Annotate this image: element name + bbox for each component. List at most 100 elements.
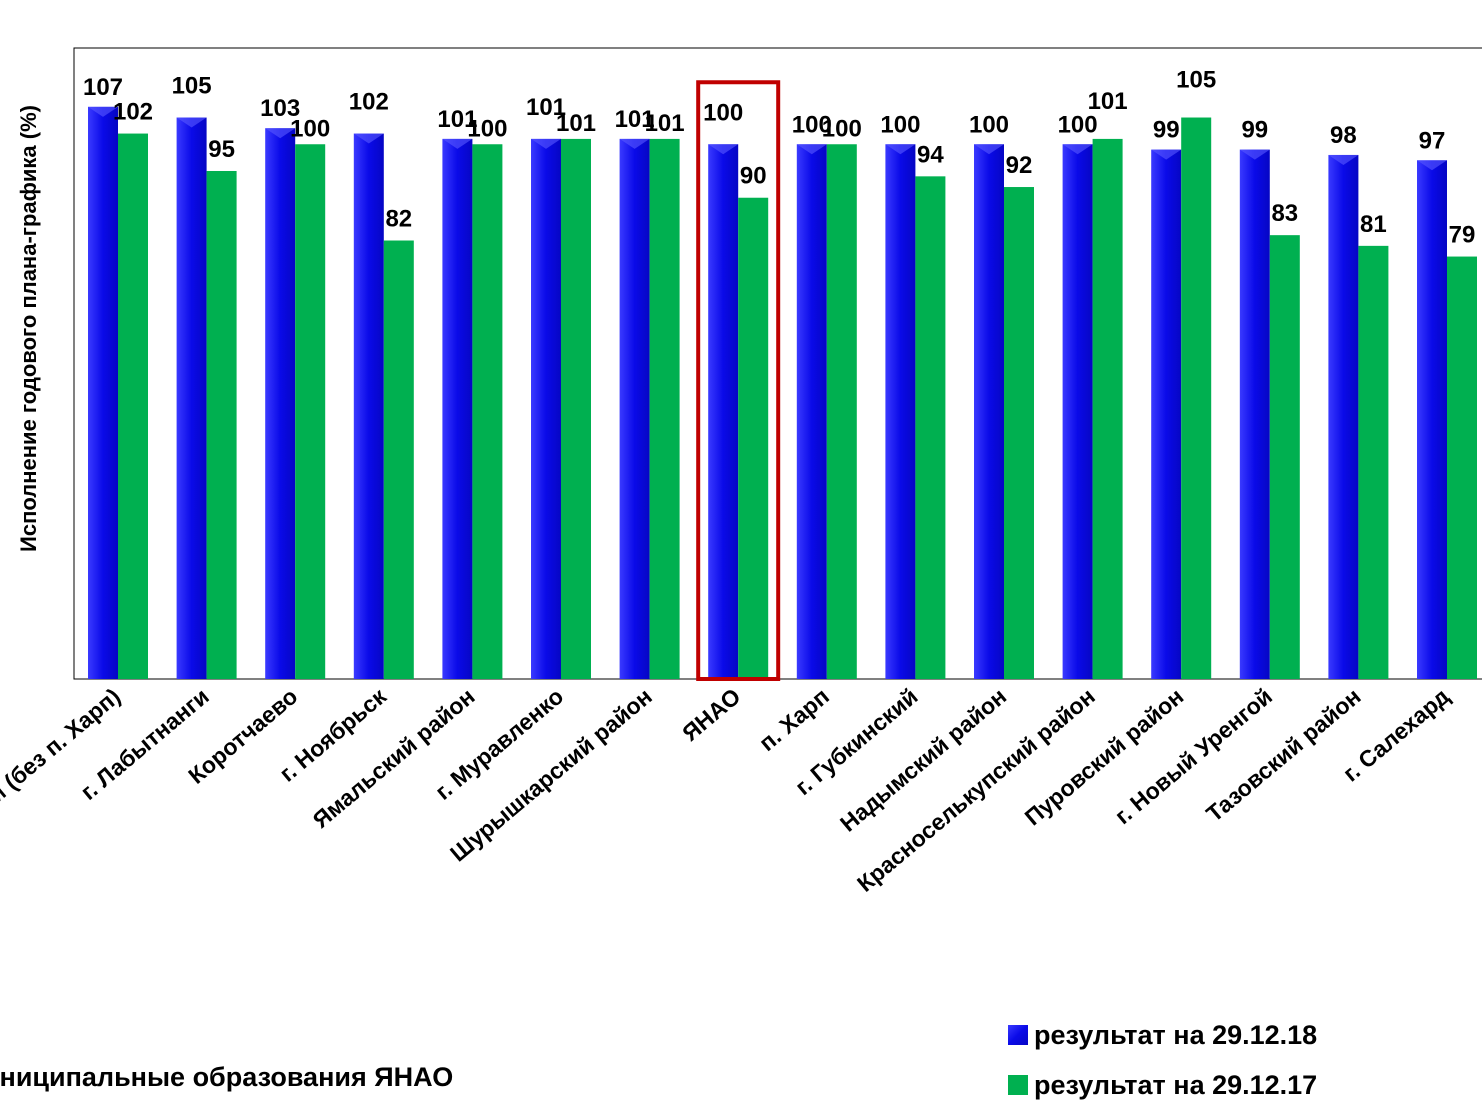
bar-2018-6: [619, 138, 650, 679]
bar-2018-cap-10: [974, 144, 1004, 155]
x-tick-label-13: г. Новый Уренгой: [1110, 683, 1277, 829]
legend-label-2017: результат на 29.12.17: [1034, 1069, 1318, 1100]
data-label-2017-13: 83: [1271, 200, 1298, 227]
bar-2018-cap-7: [708, 144, 739, 155]
bar-2017-3: [383, 240, 414, 679]
legend: результат на 29.12.18 результат на 29.12…: [1008, 1010, 1317, 1110]
data-label-2017-15: 79: [1449, 222, 1476, 249]
data-label-2018-3: 102: [349, 89, 389, 116]
highlight-group: [696, 80, 781, 682]
bar-2018-12: [1151, 149, 1182, 680]
bars-group: [88, 106, 1477, 680]
bar-2018-cap-9: [885, 144, 916, 155]
data-label-2017-14: 81: [1360, 211, 1387, 238]
bar-2018-cap-15: [1417, 160, 1447, 171]
bar-2018-10: [974, 144, 1004, 679]
x-tick-label-7: ЯНАО: [677, 683, 745, 746]
data-label-2017-2: 100: [290, 115, 330, 142]
data-label-2018-11: 100: [1058, 111, 1098, 138]
data-label-2017-3: 82: [385, 206, 412, 233]
bar-2018-cap-5: [531, 138, 561, 149]
bar-2017-14: [1358, 245, 1389, 679]
bar-2017-10: [1004, 187, 1034, 679]
bar-2018-4: [442, 138, 473, 679]
bar-2018-0: [88, 106, 118, 680]
data-label-2018-5: 101: [526, 94, 566, 121]
bar-2018-cap-14: [1328, 154, 1359, 165]
bar-2018-1: [176, 117, 207, 679]
x-tick-labels-group: г. Лабытнанги (без п. Харп)г. Лабытнанги…: [0, 683, 1455, 901]
data-label-2018-12: 99: [1153, 117, 1180, 144]
legend-item-2017: результат на 29.12.17: [1008, 1060, 1317, 1110]
data-label-2018-13: 99: [1241, 117, 1268, 144]
bar-2018-cap-0: [88, 106, 118, 117]
data-label-2017-6: 101: [645, 110, 685, 137]
bar-2017-0: [118, 133, 148, 679]
data-label-2017-11: 101: [1088, 88, 1128, 115]
data-label-2018-2: 103: [260, 95, 300, 122]
legend-swatch-2017: [1008, 1075, 1028, 1095]
bar-2017-4: [472, 144, 503, 679]
bar-2018-cap-12: [1151, 149, 1182, 160]
bar-2018-3: [353, 133, 384, 679]
data-label-2017-7: 90: [740, 163, 767, 190]
data-label-2017-12: 105: [1176, 67, 1216, 94]
bar-2017-7: [738, 197, 769, 679]
data-label-2017-8: 100: [822, 115, 862, 142]
legend-swatch-2018: [1008, 1025, 1028, 1045]
bar-2018-cap-8: [796, 144, 827, 155]
bar-2018-cap-6: [619, 138, 650, 149]
bar-2017-12: [1181, 117, 1212, 679]
bar-2017-8: [826, 144, 857, 679]
bar-2018-cap-11: [1062, 144, 1093, 155]
data-label-2018-10: 100: [969, 111, 1009, 138]
bar-2018-cap-3: [353, 133, 384, 144]
bar-2018-13: [1239, 149, 1270, 680]
data-label-2018-4: 101: [437, 106, 477, 133]
x-tick-label-10: Надымский район: [835, 683, 1011, 837]
bar-2018-cap-2: [265, 128, 296, 139]
data-label-2018-8: 100: [792, 111, 832, 138]
bar-2018-5: [531, 138, 561, 679]
data-label-2017-9: 94: [917, 141, 944, 168]
bar-2018-8: [796, 144, 827, 679]
bar-2017-11: [1092, 138, 1123, 679]
bar-2017-15: [1447, 256, 1477, 679]
legend-item-2018: результат на 29.12.18: [1008, 1010, 1317, 1060]
bar-2017-1: [206, 170, 237, 680]
bar-2017-13: [1269, 235, 1300, 679]
bar-2018-14: [1328, 154, 1359, 679]
data-label-2018-0: 107: [83, 74, 123, 101]
bar-2018-15: [1417, 160, 1447, 679]
highlight-box: [696, 80, 781, 682]
data-label-2018-6: 101: [615, 106, 655, 133]
bar-2017-5: [561, 138, 591, 679]
bar-2018-cap-1: [176, 117, 207, 128]
data-label-2017-1: 95: [208, 136, 235, 163]
bar-2018-2: [265, 128, 296, 680]
data-label-2017-0: 102: [113, 99, 153, 126]
data-label-2018-9: 100: [880, 111, 920, 138]
x-tick-label-4: Ямальский район: [308, 683, 480, 833]
legend-label-2018: результат на 29.12.18: [1034, 1019, 1318, 1050]
bar-2017-6: [649, 138, 680, 679]
data-label-2018-15: 97: [1419, 127, 1446, 154]
data-label-2017-4: 100: [467, 115, 507, 142]
bar-2017-2: [295, 144, 326, 679]
bar-2018-cap-13: [1239, 149, 1270, 160]
bar-2017-9: [915, 176, 946, 679]
data-label-2018-1: 105: [172, 73, 212, 100]
data-label-2018-7: 100: [703, 99, 743, 126]
data-label-2018-14: 98: [1330, 122, 1357, 149]
x-tick-label-8: п. Харп: [754, 683, 834, 756]
y-axis-title: Исполнение годового плана-графика (%): [16, 105, 41, 552]
bar-2018-7: [708, 144, 739, 679]
data-label-2017-10: 92: [1006, 152, 1033, 179]
bar-2018-9: [885, 144, 916, 679]
x-tick-label-14: Тазовский район: [1201, 683, 1365, 827]
x-axis-title: Муниципальные образования ЯНАО: [0, 1062, 454, 1092]
bar-2018-11: [1062, 144, 1093, 679]
